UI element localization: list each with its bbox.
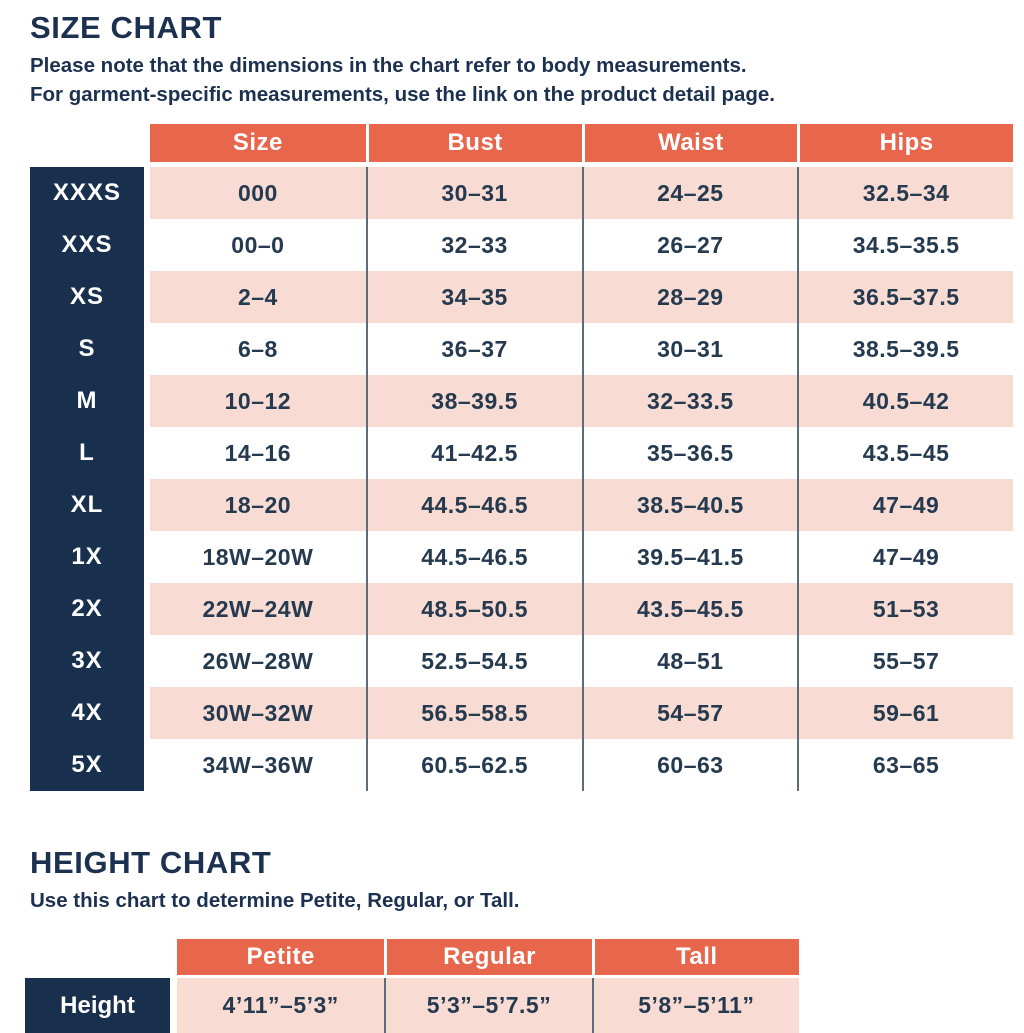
row-label-l: L — [79, 439, 95, 467]
cell-hips: 34.5–35.5 — [797, 219, 1013, 272]
size-chart-note: Please note that the dimensions in the c… — [30, 51, 1024, 109]
row-label-xs: XS — [69, 283, 104, 311]
cell-size: 2–4 — [237, 283, 278, 310]
cell-bust: 36–37 — [365, 323, 582, 376]
row-label-4x: 4X — [71, 699, 103, 727]
table-row: 10–12 38–39.5 32–33.5 40.5–42 — [150, 375, 1013, 428]
cell-bust: 48.5–50.5 — [365, 583, 582, 636]
height-chart-note: Use this chart to determine Petite, Regu… — [30, 889, 520, 913]
cell-hips: 63–65 — [797, 739, 1013, 792]
row-label-xxxs: XXXS — [52, 179, 122, 207]
cell-waist: 30–31 — [581, 323, 798, 376]
cell-size: 22W–24W — [202, 595, 314, 622]
cell-waist: 24–25 — [581, 167, 798, 220]
column-header-waist: Waist — [581, 124, 798, 163]
cell-hips: 36.5–37.5 — [797, 271, 1013, 324]
cell-tall-height: 5’8”–5’11” — [591, 978, 799, 1033]
size-table-data: Size Bust Waist Hips 000 30–31 24–25 32.… — [150, 124, 1013, 792]
cell-waist: 60–63 — [581, 739, 798, 792]
cell-hips: 32.5–34 — [797, 167, 1013, 220]
cell-hips: 47–49 — [797, 479, 1013, 532]
cell-size: 34W–36W — [202, 751, 314, 778]
height-chart-section: HEIGHT CHART Use this chart to determine… — [0, 845, 1024, 1033]
cell-bust: 38–39.5 — [365, 375, 582, 428]
cell-bust: 60.5–62.5 — [365, 739, 582, 792]
size-table-header: Size Bust Waist Hips — [150, 124, 1013, 163]
row-label-3x: 3X — [71, 647, 103, 675]
cell-bust: 44.5–46.5 — [365, 531, 582, 584]
cell-bust: 41–42.5 — [365, 427, 582, 480]
size-chart-title: SIZE CHART — [30, 10, 222, 45]
column-header-size: Size — [232, 129, 283, 157]
cell-size: 26W–28W — [202, 647, 314, 674]
table-row: 34W–36W 60.5–62.5 60–63 63–65 — [150, 739, 1013, 792]
column-header-tall: Tall — [591, 939, 799, 976]
table-row: 4’11”–5’3” 5’3”–5’7.5” 5’8”–5’11” — [177, 978, 799, 1033]
row-label-1x: 1X — [71, 543, 103, 571]
cell-hips: 55–57 — [797, 635, 1013, 688]
cell-size: 6–8 — [237, 335, 278, 362]
table-row: 26W–28W 52.5–54.5 48–51 55–57 — [150, 635, 1013, 688]
cell-waist: 28–29 — [581, 271, 798, 324]
cell-size: 18W–20W — [202, 543, 314, 570]
cell-waist: 54–57 — [581, 687, 798, 740]
cell-waist: 32–33.5 — [581, 375, 798, 428]
table-row: 14–16 41–42.5 35–36.5 43.5–45 — [150, 427, 1013, 480]
cell-hips: 40.5–42 — [797, 375, 1013, 428]
row-label-xl: XL — [70, 491, 104, 519]
cell-hips: 38.5–39.5 — [797, 323, 1013, 376]
cell-size: 14–16 — [224, 439, 292, 466]
cell-bust: 30–31 — [365, 167, 582, 220]
row-label-5x: 5X — [71, 751, 103, 779]
table-row: 30W–32W 56.5–58.5 54–57 59–61 — [150, 687, 1013, 740]
height-table: Height Petite Regular Tall 4’11”–5’3” 5’… — [25, 939, 1024, 1033]
column-header-petite: Petite — [246, 943, 315, 971]
table-row: 6–8 36–37 30–31 38.5–39.5 — [150, 323, 1013, 376]
cell-regular-height: 5’3”–5’7.5” — [384, 978, 591, 1033]
cell-bust: 32–33 — [365, 219, 582, 272]
cell-waist: 38.5–40.5 — [581, 479, 798, 532]
height-table-header: Petite Regular Tall — [177, 939, 799, 976]
table-row: 22W–24W 48.5–50.5 43.5–45.5 51–53 — [150, 583, 1013, 636]
cell-waist: 48–51 — [581, 635, 798, 688]
size-table: XXXS XXS XS S M L XL 1X 2X 3X 4X 5X Size… — [30, 124, 1024, 792]
cell-waist: 35–36.5 — [581, 427, 798, 480]
height-row-label: Height — [25, 978, 170, 1033]
size-chart-section: SIZE CHART Please note that the dimensio… — [30, 10, 1024, 792]
cell-size: 00–0 — [231, 231, 285, 258]
cell-waist: 43.5–45.5 — [581, 583, 798, 636]
cell-hips: 47–49 — [797, 531, 1013, 584]
cell-size: 30W–32W — [202, 699, 314, 726]
size-chart-note-line1: Please note that the dimensions in the c… — [30, 54, 747, 77]
column-header-regular: Regular — [384, 939, 591, 976]
cell-waist: 26–27 — [581, 219, 798, 272]
height-table-data: Petite Regular Tall 4’11”–5’3” 5’3”–5’7.… — [177, 939, 799, 1033]
row-label-m: M — [76, 387, 98, 415]
cell-bust: 56.5–58.5 — [365, 687, 582, 740]
cell-size: 10–12 — [224, 387, 292, 414]
cell-hips: 51–53 — [797, 583, 1013, 636]
row-label-xxs: XXS — [61, 231, 113, 259]
column-header-hips: Hips — [797, 124, 1013, 163]
cell-hips: 59–61 — [797, 687, 1013, 740]
cell-size: 18–20 — [224, 491, 292, 518]
cell-size: 000 — [237, 179, 278, 206]
column-header-bust: Bust — [365, 124, 582, 163]
cell-bust: 52.5–54.5 — [365, 635, 582, 688]
cell-waist: 39.5–41.5 — [581, 531, 798, 584]
table-row: 000 30–31 24–25 32.5–34 — [150, 167, 1013, 220]
table-row: 2–4 34–35 28–29 36.5–37.5 — [150, 271, 1013, 324]
size-row-label-column: XXXS XXS XS S M L XL 1X 2X 3X 4X 5X — [30, 167, 144, 792]
table-row: 18–20 44.5–46.5 38.5–40.5 47–49 — [150, 479, 1013, 532]
size-chart-note-line2: For garment-specific measurements, use t… — [30, 83, 775, 107]
height-chart-title: HEIGHT CHART — [30, 845, 272, 881]
row-label-2x: 2X — [71, 595, 103, 623]
cell-bust: 34–35 — [365, 271, 582, 324]
cell-petite-height: 4’11”–5’3” — [222, 992, 339, 1019]
cell-bust: 44.5–46.5 — [365, 479, 582, 532]
table-row: 00–0 32–33 26–27 34.5–35.5 — [150, 219, 1013, 272]
row-label-s: S — [78, 335, 96, 363]
cell-hips: 43.5–45 — [797, 427, 1013, 480]
table-row: 18W–20W 44.5–46.5 39.5–41.5 47–49 — [150, 531, 1013, 584]
